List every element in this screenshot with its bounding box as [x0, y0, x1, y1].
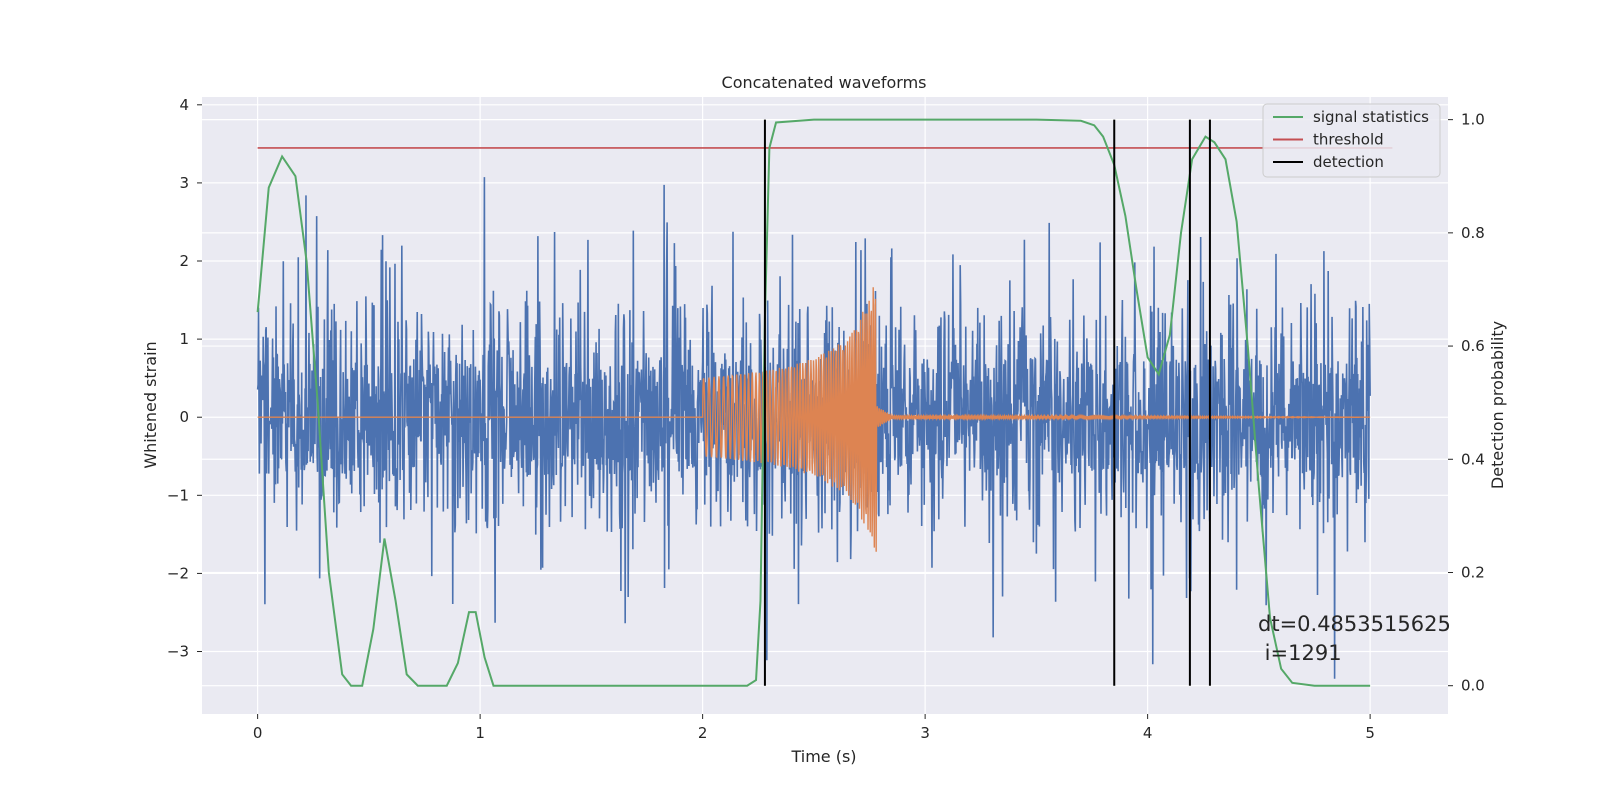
legend-box [1262, 103, 1441, 178]
x-tick-label: 3 [920, 724, 930, 742]
x-tick-label: 1 [475, 724, 485, 742]
y-tick-label: 4 [179, 96, 189, 114]
legend: signal statistics threshold detection [1262, 103, 1441, 178]
template-series-line [257, 287, 1371, 552]
chart-title: Concatenated waveforms [722, 73, 927, 92]
y-tick-label: 1 [179, 330, 189, 348]
plot-area [256, 118, 1393, 687]
y-right-tick-label: 0.6 [1461, 337, 1485, 355]
y-tick-label: −2 [167, 564, 189, 582]
y-tick-label: −3 [167, 643, 189, 661]
y-right-tick-label: 1.0 [1461, 111, 1485, 129]
legend-label: signal statistics [1313, 108, 1429, 126]
y-right-tick-label: 0.4 [1461, 450, 1485, 468]
y-tick-label: 3 [179, 174, 189, 192]
x-tick-label: 2 [698, 724, 708, 742]
x-tick-label: 5 [1365, 724, 1375, 742]
y-right-tick-label: 0.8 [1461, 224, 1485, 242]
y-right-tick-label: 0.2 [1461, 563, 1485, 581]
x-axis-label: Time (s) [790, 747, 856, 766]
y-tick-label: 0 [179, 408, 189, 426]
y-tick-label: −1 [167, 486, 189, 504]
annotation-dt: dt=0.4853515625 [1258, 612, 1451, 636]
x-tick-label: 4 [1143, 724, 1153, 742]
annotation-i: i=1291 [1258, 641, 1342, 665]
y-right-axis-label: Detection probability [1488, 321, 1507, 489]
y-tick-label: 2 [179, 252, 189, 270]
y-right-tick-label: 0.0 [1461, 677, 1485, 695]
y-axis-label: Whitened strain [141, 341, 160, 468]
legend-label: detection [1313, 153, 1384, 171]
x-tick-label: 0 [253, 724, 263, 742]
legend-label: threshold [1313, 131, 1384, 149]
ticks: 0 1 2 3 4 5 −3 −2 −1 0 1 2 3 4 0.0 0.2 0.4 0.6 0.8 1.0 [167, 96, 1485, 742]
